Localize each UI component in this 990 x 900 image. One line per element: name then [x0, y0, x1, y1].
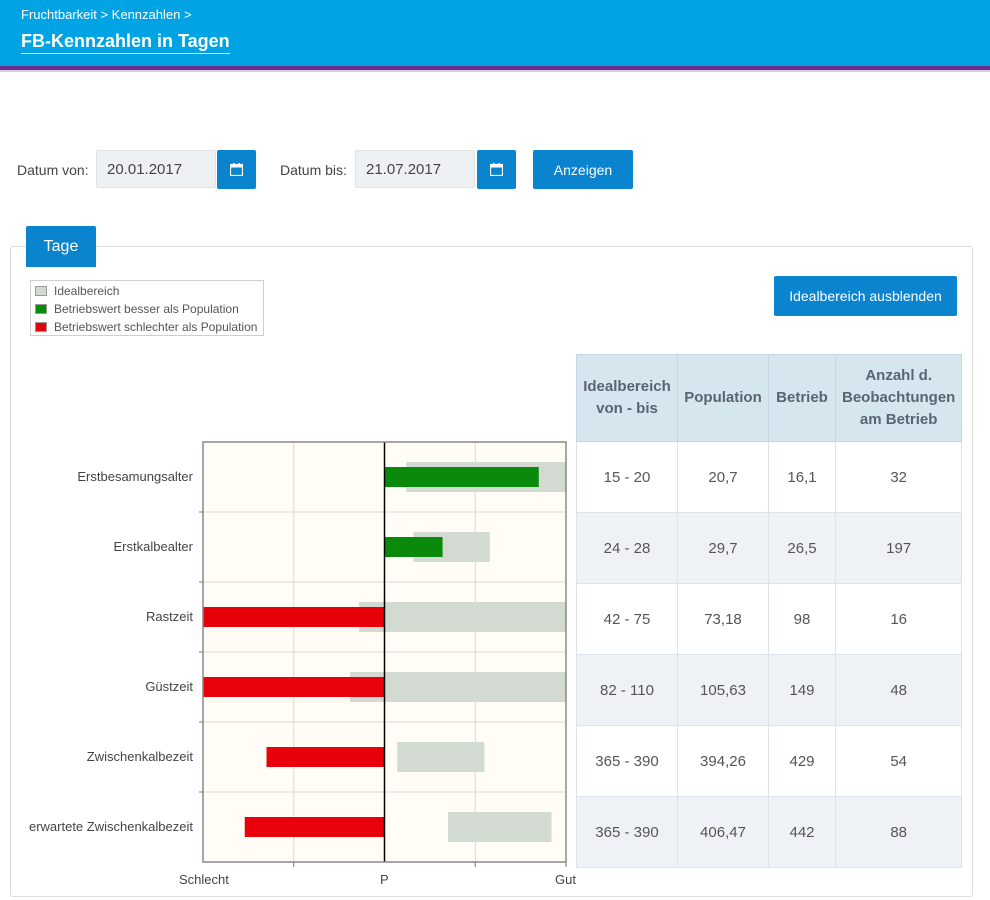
row-label: Güstzeit	[145, 679, 193, 694]
axis-label-good: Gut	[555, 872, 576, 887]
legend-swatch-better	[35, 303, 47, 314]
cell-farm: 429	[768, 725, 836, 797]
legend-label: Betriebswert schlechter als Population	[54, 319, 258, 334]
chart-legend: Idealbereich Betriebswert besser als Pop…	[30, 280, 264, 336]
cell-ideal-range: 42 - 75	[576, 583, 678, 655]
header-divider	[0, 70, 990, 72]
row-label: Rastzeit	[146, 609, 193, 624]
bar-worse	[266, 747, 385, 767]
col-header-farm: Betrieb	[768, 354, 836, 442]
date-to-calendar-button[interactable]	[477, 150, 516, 189]
cell-observations: 88	[834, 796, 963, 868]
date-from-input[interactable]	[96, 150, 216, 188]
table-header-row: Idealbereich von - bis Population Betrie…	[576, 354, 963, 442]
results-panel	[10, 246, 973, 897]
axis-label-bad: Schlecht	[179, 872, 229, 887]
table-row: 15 - 20 20,7 16,1 32	[576, 441, 963, 513]
ideal-range-bar	[359, 602, 566, 632]
cell-ideal-range: 365 - 390	[576, 725, 678, 797]
toggle-ideal-range-button[interactable]: Idealbereich ausblenden	[774, 276, 957, 316]
cell-ideal-range: 365 - 390	[576, 796, 678, 868]
cell-population: 105,63	[677, 654, 769, 726]
legend-item-better: Betriebswert besser als Population	[35, 300, 239, 317]
date-to-input[interactable]	[355, 150, 475, 188]
cell-observations: 48	[834, 654, 963, 726]
legend-item-ideal: Idealbereich	[35, 282, 119, 299]
cell-farm: 16,1	[768, 441, 836, 513]
col-header-ideal-range: Idealbereich von - bis	[576, 354, 678, 442]
cell-observations: 16	[834, 583, 963, 655]
plot-frame	[202, 441, 567, 863]
app-header: Fruchtbarkeit > Kennzahlen > FB-Kennzahl…	[0, 0, 990, 70]
bar-better	[384, 467, 539, 487]
axis-label-population: P	[380, 872, 389, 887]
legend-label: Betriebswert besser als Population	[54, 301, 239, 316]
cell-observations: 197	[834, 512, 963, 584]
cell-farm: 26,5	[768, 512, 836, 584]
row-label: Erstbesamungsalter	[77, 469, 193, 484]
date-to-label: Datum bis:	[280, 162, 347, 178]
calendar-icon	[490, 163, 503, 176]
table-row: 365 - 390 394,26 429 54	[576, 725, 963, 797]
page-title: FB-Kennzahlen in Tagen	[21, 31, 230, 54]
cell-ideal-range: 82 - 110	[576, 654, 678, 726]
cell-ideal-range: 15 - 20	[576, 441, 678, 513]
bar-worse	[203, 607, 385, 627]
legend-swatch-ideal	[35, 285, 47, 296]
show-button[interactable]: Anzeigen	[533, 150, 633, 189]
table-row: 24 - 28 29,7 26,5 197	[576, 512, 963, 584]
cell-ideal-range: 24 - 28	[576, 512, 678, 584]
legend-swatch-worse	[35, 321, 47, 332]
legend-label: Idealbereich	[54, 283, 120, 298]
breadcrumb[interactable]: Fruchtbarkeit > Kennzahlen >	[21, 7, 192, 22]
date-from-label: Datum von:	[17, 162, 89, 178]
date-from-calendar-button[interactable]	[217, 150, 256, 189]
bar-worse	[244, 817, 385, 837]
cell-population: 20,7	[677, 441, 769, 513]
row-label: Erstkalbealter	[113, 539, 193, 554]
col-header-observations: Anzahl d. Beobachtungen am Betrieb	[834, 354, 963, 442]
cell-observations: 54	[834, 725, 963, 797]
calendar-icon	[230, 163, 243, 176]
table-row: 365 - 390 406,47 442 88	[576, 796, 963, 868]
table-row: 42 - 75 73,18 98 16	[576, 583, 963, 655]
table-row: 82 - 110 105,63 149 48	[576, 654, 963, 726]
ideal-range-bar	[350, 672, 566, 702]
ideal-range-bar	[397, 742, 485, 772]
ideal-range-bar	[448, 812, 552, 842]
cell-population: 73,18	[677, 583, 769, 655]
cell-observations: 32	[834, 441, 963, 513]
legend-item-worse: Betriebswert schlechter als Population	[35, 318, 257, 335]
row-label: erwartete Zwischenkalbezeit	[28, 819, 193, 834]
cell-farm: 98	[768, 583, 836, 655]
cell-population: 394,26	[677, 725, 769, 797]
cell-farm: 149	[768, 654, 836, 726]
col-header-population: Population	[677, 354, 769, 442]
bar-better	[384, 537, 443, 557]
row-label: Zwischenkalbezeit	[86, 749, 193, 764]
bar-worse	[203, 677, 385, 697]
cell-farm: 442	[768, 796, 836, 868]
tab-tage[interactable]: Tage	[26, 226, 96, 267]
kpi-table: Idealbereich von - bis Population Betrie…	[576, 354, 963, 868]
cell-population: 406,47	[677, 796, 769, 868]
cell-population: 29,7	[677, 512, 769, 584]
